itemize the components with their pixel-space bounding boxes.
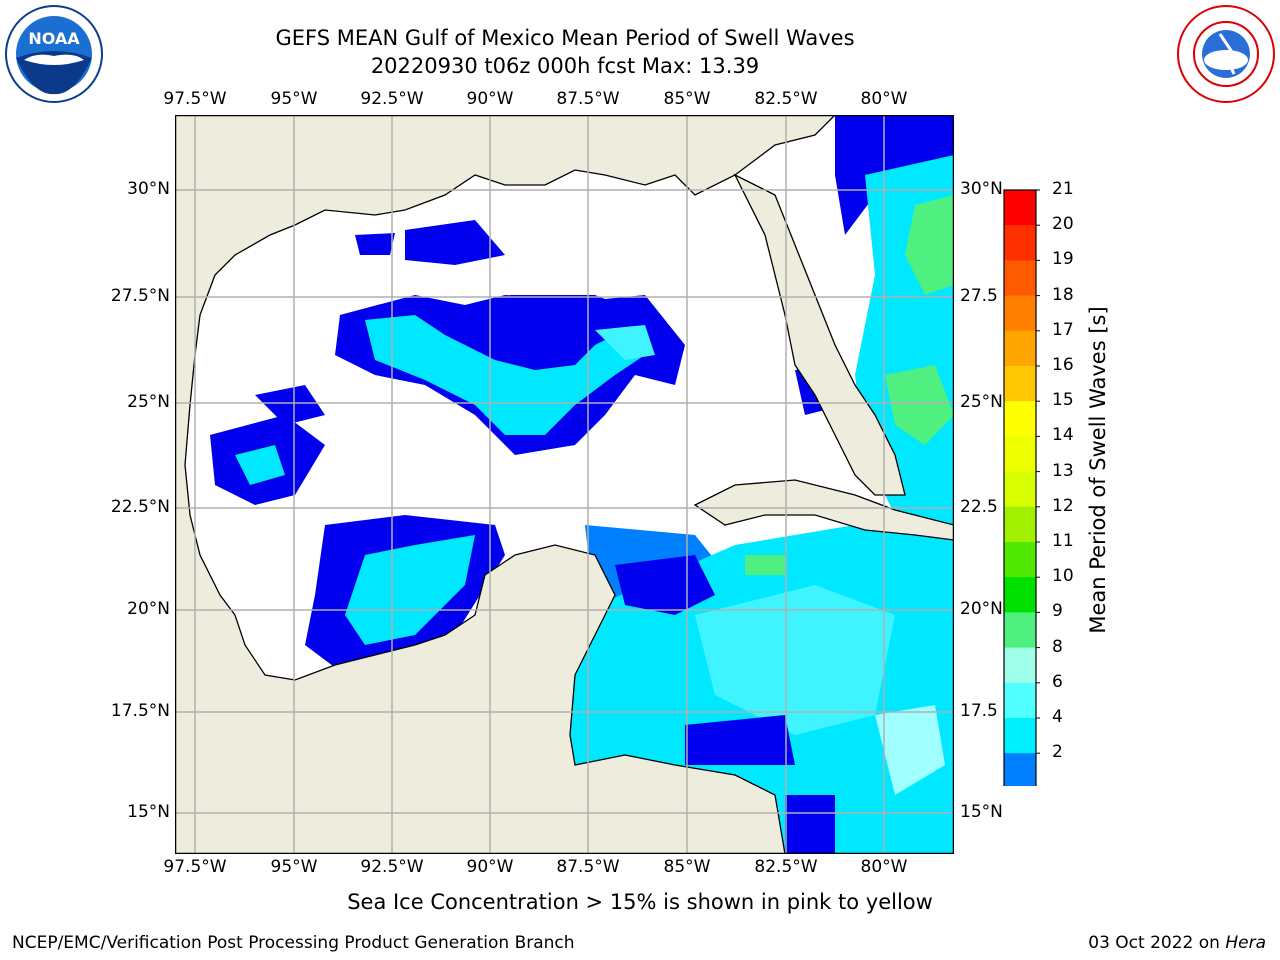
colorbar-tick-label: 19 bbox=[1052, 249, 1074, 270]
colorbar-segment bbox=[1004, 753, 1036, 786]
lon-label-top: 97.5°W bbox=[163, 89, 227, 109]
colorbar-tick-label: 13 bbox=[1052, 460, 1074, 481]
colorbar-segment bbox=[1004, 295, 1036, 332]
lat-label-right: 15°N bbox=[960, 802, 1003, 822]
lon-label-top: 92.5°W bbox=[360, 89, 424, 109]
field-region bbox=[405, 220, 505, 265]
footer-date: 03 Oct 2022 on Hera bbox=[1088, 933, 1266, 953]
colorbar-tick-label: 4 bbox=[1052, 707, 1063, 727]
map-panel bbox=[175, 115, 954, 854]
colorbar bbox=[1003, 189, 1040, 786]
colorbar-segment bbox=[1004, 190, 1036, 226]
lat-label-right: 25°N bbox=[960, 392, 1003, 412]
lon-label-bottom: 82.5°W bbox=[754, 857, 818, 877]
colorbar-tick-label: 8 bbox=[1052, 636, 1063, 657]
lon-label-bottom: 92.5°W bbox=[360, 857, 424, 877]
lat-label-left: 20°N bbox=[127, 599, 170, 619]
lon-label-bottom: 87.5°W bbox=[556, 857, 620, 877]
field-region bbox=[785, 795, 835, 854]
lon-label-bottom: 95°W bbox=[270, 857, 318, 877]
colorbar-segment bbox=[1004, 366, 1036, 402]
lon-label-top: 85°W bbox=[663, 89, 711, 109]
colorbar-tick-label: 11 bbox=[1052, 531, 1074, 551]
land-layer bbox=[175, 115, 954, 854]
lon-label-top: 95°W bbox=[270, 89, 318, 109]
lon-label-top: 90°W bbox=[466, 89, 514, 109]
lat-label-right: 17.5 bbox=[960, 701, 998, 721]
chart-subtitle-run: 20220930 t06z 000h fcst Max: 13.39 bbox=[370, 54, 760, 78]
field-region bbox=[905, 195, 954, 295]
lat-label-left: 27.5°N bbox=[110, 286, 170, 306]
colorbar-tick-label: 20 bbox=[1052, 214, 1074, 235]
colorbar-segment bbox=[1004, 682, 1036, 719]
colorbar-segment bbox=[1004, 260, 1036, 297]
lon-label-top: 87.5°W bbox=[556, 89, 620, 109]
field-region bbox=[615, 555, 715, 615]
nws-logo bbox=[1177, 5, 1275, 103]
field-region bbox=[355, 233, 395, 255]
colorbar-tick-label: 21 bbox=[1052, 179, 1074, 199]
colorbar-tick-label: 16 bbox=[1052, 355, 1074, 375]
colorbar-segment bbox=[1004, 471, 1036, 508]
lon-label-bottom: 80°W bbox=[860, 857, 908, 877]
lon-label-top: 82.5°W bbox=[754, 89, 818, 109]
colorbar-tick-label: 15 bbox=[1052, 390, 1074, 411]
field-region bbox=[235, 445, 285, 485]
lat-label-left: 22.5°N bbox=[110, 497, 170, 517]
colorbar-segment bbox=[1004, 718, 1036, 754]
field-region bbox=[875, 705, 945, 795]
colorbar-tick-label: 17 bbox=[1052, 319, 1074, 340]
field-region bbox=[365, 315, 645, 435]
colorbar-tick-label: 9 bbox=[1052, 601, 1063, 622]
field-region bbox=[885, 365, 954, 445]
map-frame bbox=[175, 115, 954, 854]
colorbar-segment bbox=[1004, 542, 1036, 578]
graticule bbox=[175, 115, 954, 854]
colorbar-tick-label: 10 bbox=[1052, 566, 1074, 587]
lat-label-right: 27.5 bbox=[960, 286, 998, 306]
footer-host: Hera bbox=[1225, 933, 1266, 953]
colorbar-frame bbox=[1003, 189, 1037, 786]
lat-label-left: 25°N bbox=[127, 392, 170, 412]
svg-text:NOAA: NOAA bbox=[28, 29, 80, 48]
footer-credit: NCEP/EMC/Verification Post Processing Pr… bbox=[12, 933, 575, 953]
colorbar-segment bbox=[1004, 612, 1036, 649]
colorbar-tick-label: 18 bbox=[1052, 284, 1074, 305]
field-region bbox=[745, 555, 785, 575]
lat-label-right: 30°N bbox=[960, 179, 1003, 199]
lat-label-left: 17.5°N bbox=[110, 701, 170, 721]
field-region bbox=[695, 585, 895, 735]
field-region bbox=[255, 385, 325, 425]
lat-label-left: 30°N bbox=[127, 179, 170, 199]
footer-date-text: 03 Oct 2022 on bbox=[1088, 933, 1226, 953]
colorbar-tick-label: 14 bbox=[1052, 425, 1074, 446]
colorbar-segment bbox=[1004, 436, 1036, 473]
field-region bbox=[685, 715, 795, 765]
noaa-logo: NOAA bbox=[5, 5, 103, 103]
lon-label-bottom: 90°W bbox=[466, 857, 514, 877]
lon-label-top: 80°W bbox=[860, 89, 908, 109]
landmass bbox=[693, 479, 954, 541]
field-region bbox=[595, 325, 655, 360]
colorbar-segment bbox=[1004, 225, 1036, 261]
colorbar-tick-label: 12 bbox=[1052, 495, 1074, 516]
colorbar-segment bbox=[1004, 401, 1036, 437]
lat-label-left: 15°N bbox=[127, 802, 170, 822]
colorbar-segment bbox=[1004, 330, 1036, 367]
landmass bbox=[733, 173, 906, 496]
colorbar-tick-label: 6 bbox=[1052, 671, 1063, 692]
colorbar-title: Mean Period of Swell Waves [s] bbox=[1086, 306, 1110, 634]
lat-label-right: 22.5 bbox=[960, 497, 998, 517]
sea-ice-note: Sea Ice Concentration > 15% is shown in … bbox=[347, 890, 933, 914]
colorbar-segment bbox=[1004, 577, 1036, 613]
colorbar-segment bbox=[1004, 647, 1036, 684]
lon-label-bottom: 85°W bbox=[663, 857, 711, 877]
colorbar-tick-label: 2 bbox=[1052, 742, 1063, 763]
lat-label-right: 20°N bbox=[960, 599, 1003, 619]
field-region bbox=[345, 535, 475, 645]
chart-title: GEFS MEAN Gulf of Mexico Mean Period of … bbox=[275, 26, 855, 50]
colorbar-segment bbox=[1004, 506, 1036, 543]
lon-label-bottom: 97.5°W bbox=[163, 857, 227, 877]
